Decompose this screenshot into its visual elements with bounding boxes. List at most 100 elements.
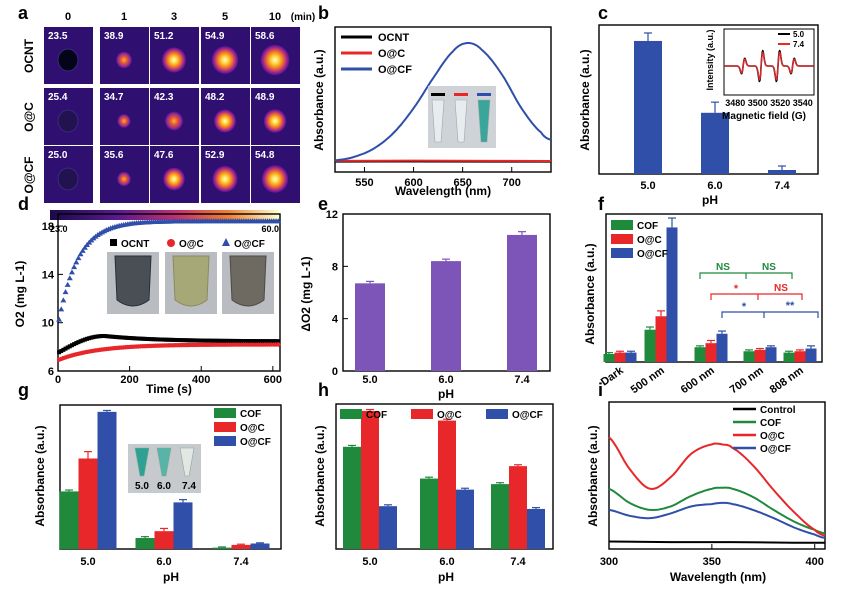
time-label: 1 — [121, 11, 127, 23]
row-label: O@CF — [22, 156, 36, 193]
legend-label-f: COF — [637, 221, 658, 232]
legend-swatch-f — [611, 234, 633, 244]
data-point-ocnt — [162, 337, 167, 342]
temperature-label: 48.2 — [205, 92, 225, 103]
bar-g — [212, 547, 232, 549]
scale-min-label: 23.0 — [50, 224, 68, 234]
bar-h — [420, 478, 438, 549]
legend-marker-d — [222, 238, 230, 246]
y-tick-label-d: 6 — [48, 366, 54, 378]
vial-cap-b — [477, 93, 491, 96]
bar-e — [507, 234, 537, 371]
data-point-ocnt — [93, 334, 98, 339]
bar-h — [361, 410, 379, 549]
data-point-ocnt — [89, 335, 94, 340]
bar-h — [527, 508, 545, 549]
y-axis-label-c: Absorbance (a.u.) — [578, 49, 592, 150]
data-point-ocf — [60, 297, 67, 303]
bar-e — [355, 283, 385, 371]
data-point-ocnt — [246, 339, 251, 344]
legend-label-b: O@CF — [378, 64, 412, 76]
bar-g — [173, 502, 193, 549]
inset-ph-label-g: 5.0 — [135, 481, 149, 492]
y-tick-label-e: 4 — [332, 314, 339, 326]
data-point-ocnt — [228, 338, 233, 343]
data-point-ocnt — [108, 334, 113, 339]
significance-label-f: ** — [786, 300, 795, 312]
tube-g — [134, 447, 150, 477]
inset-legend-label-c: 7.4 — [793, 40, 805, 49]
panel-letter-h: h — [318, 380, 329, 400]
data-point-ocnt — [143, 336, 148, 341]
data-point-ocf — [75, 255, 82, 261]
data-point-ocnt — [74, 341, 79, 346]
data-point-ocnt — [183, 338, 188, 343]
data-point-ocnt — [149, 337, 154, 342]
scale-max-label: 60.0 — [261, 224, 279, 234]
axes-frame-d — [57, 213, 281, 372]
bar-g — [250, 543, 270, 549]
x-tick-label-b: 550 — [355, 177, 373, 189]
series-line-i — [608, 540, 825, 544]
temperature-label: 25.4 — [48, 92, 68, 103]
legend-marker-d — [167, 239, 175, 247]
data-point-ocnt — [173, 337, 178, 342]
data-point-ocnt — [263, 339, 268, 344]
bar-f — [603, 353, 615, 362]
data-point-ocnt — [177, 338, 182, 343]
data-point-ocnt — [119, 335, 124, 340]
panel-letter-f: f — [598, 194, 605, 214]
legend-label-d: OCNT — [121, 239, 149, 250]
data-point-ocnt — [265, 339, 270, 344]
data-point-ocnt — [59, 349, 64, 354]
y-axis-label-d: O2 (mg L-1) — [13, 261, 27, 328]
vial-b — [454, 99, 468, 143]
bar-f — [694, 347, 706, 362]
significance-bracket-f — [710, 293, 803, 300]
sample-spot — [57, 48, 79, 72]
data-point-ocnt — [72, 342, 77, 347]
bar-c — [634, 40, 662, 174]
data-point-ocnt — [136, 336, 141, 341]
legend-label-i: Control — [760, 405, 796, 416]
data-point-ocnt — [164, 337, 169, 342]
data-point-ocnt — [179, 338, 184, 343]
temperature-label: 52.9 — [205, 150, 225, 161]
data-point-ocnt — [220, 338, 225, 343]
bar-h — [456, 489, 474, 549]
bar-h — [379, 506, 397, 549]
data-point-ocnt — [276, 339, 281, 344]
data-point-ocnt — [259, 339, 264, 344]
tube-d — [114, 255, 152, 307]
data-point-ocnt — [188, 338, 193, 343]
data-point-ocf — [275, 218, 282, 224]
data-point-ocnt — [87, 336, 92, 341]
tube-g — [179, 447, 195, 477]
data-point-ocnt — [196, 338, 201, 343]
sample-spot — [57, 167, 79, 191]
data-point-ocnt — [147, 337, 152, 342]
bar-f — [705, 343, 717, 362]
hot-spot — [260, 44, 290, 76]
bar-f — [783, 352, 795, 362]
bar-h — [491, 484, 509, 549]
inset-ph-label-g: 6.0 — [157, 481, 171, 492]
legend-swatch-h — [486, 409, 508, 419]
data-point-ocf — [64, 281, 71, 287]
temperature-label: 38.9 — [104, 31, 124, 42]
bar-f — [614, 352, 626, 362]
sample-spot — [57, 109, 79, 133]
x-tick-label-i: 400 — [806, 556, 824, 568]
y-axis-label-f: Absorbance (a.u.) — [583, 243, 597, 344]
time-label: 0 — [65, 11, 71, 23]
data-point-ocnt — [237, 338, 242, 343]
inset-ph-label-g: 7.4 — [182, 481, 196, 492]
x-tick-label-e: 6.0 — [438, 374, 453, 386]
x-tick-label-b: 600 — [404, 177, 422, 189]
y-tick-label-d: 14 — [42, 269, 55, 281]
data-point-ocnt — [69, 343, 74, 348]
hot-spot — [211, 46, 239, 74]
data-point-ocnt — [115, 335, 120, 340]
data-point-ocnt — [216, 338, 221, 343]
